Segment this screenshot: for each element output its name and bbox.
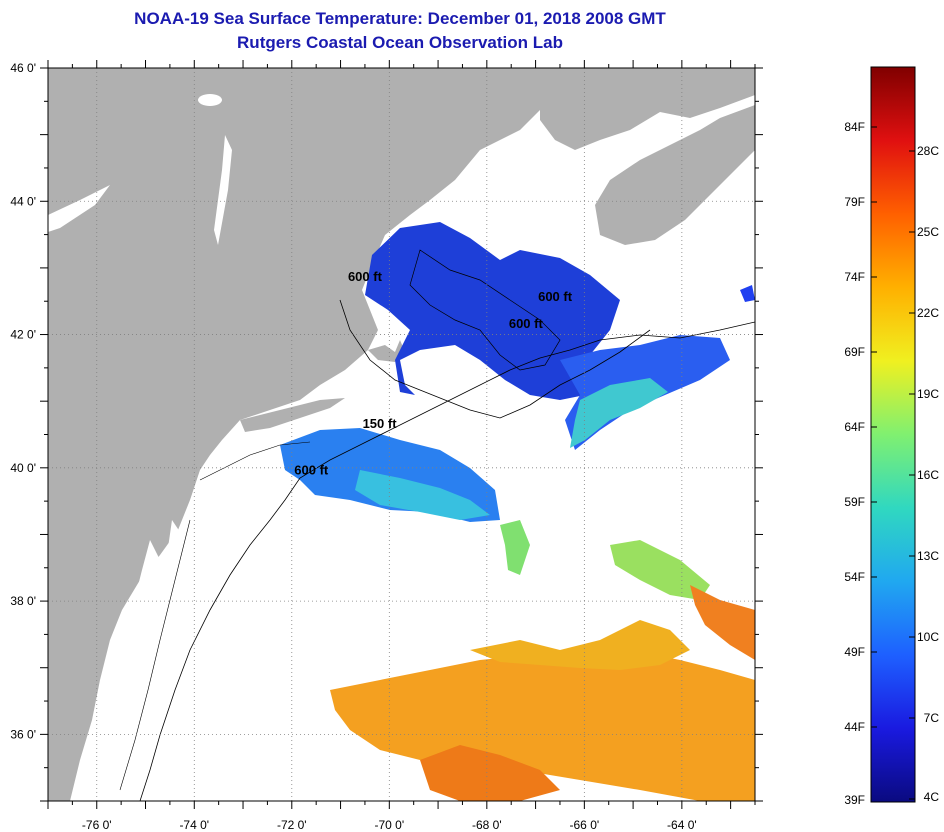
contour-600ft bbox=[139, 321, 755, 801]
longitude-label: -72 0' bbox=[277, 818, 307, 832]
land-mainland bbox=[48, 68, 540, 801]
colorbar bbox=[870, 66, 916, 803]
delaware-bay bbox=[168, 520, 182, 555]
longitude-labels: -76 0' -74 0' -72 0' -70 0' -68 0' -66 0' -64 … bbox=[82, 818, 697, 832]
colorbar-f-label: 69F bbox=[844, 345, 865, 359]
contour-150ft bbox=[339, 299, 651, 419]
colorbar-f-label: 54F bbox=[844, 570, 865, 584]
sst-east-orange bbox=[690, 585, 755, 660]
latitude-label: 36 0' bbox=[10, 727, 36, 741]
colorbar-f-label: 39F bbox=[844, 793, 865, 807]
latitude-label: 40 0' bbox=[10, 461, 36, 475]
land-nova-scotia bbox=[595, 105, 755, 245]
contour-inner-shelf bbox=[119, 441, 311, 791]
longitude-label: -68 0' bbox=[472, 818, 502, 832]
contour-gulf bbox=[409, 249, 561, 371]
colorbar-c-label: 4C bbox=[924, 790, 940, 804]
sst-far-east-blue bbox=[740, 285, 755, 302]
axis-ticks bbox=[40, 60, 763, 809]
contour-label: 600 ft bbox=[538, 289, 573, 304]
sst-south-orange bbox=[420, 745, 560, 801]
contour-label: 600 ft bbox=[348, 269, 383, 284]
colorbar-c-label: 16C bbox=[917, 468, 939, 482]
colorbar-f-label: 49F bbox=[844, 645, 865, 659]
map-title: NOAA-19 Sea Surface Temperature: Decembe… bbox=[134, 9, 666, 28]
sst-south-mid bbox=[470, 620, 690, 670]
longitude-label: -74 0' bbox=[179, 818, 209, 832]
longitude-label: -66 0' bbox=[570, 818, 600, 832]
latitude-label: 42 0' bbox=[10, 328, 36, 342]
colorbar-c-label: 13C bbox=[917, 549, 939, 563]
longitude-label: -64 0' bbox=[667, 818, 697, 832]
colorbar-f-label: 74F bbox=[844, 270, 865, 284]
longitude-label: -70 0' bbox=[374, 818, 404, 832]
colorbar-c-label: 22C bbox=[917, 306, 939, 320]
sst-east-green bbox=[610, 540, 710, 600]
colorbar-fahrenheit-labels: 84F 79F 74F 69F 64F 59F 54F 49F 44F 39F bbox=[844, 120, 865, 807]
colorbar-c-label: 25C bbox=[917, 225, 939, 239]
longitude-label: -76 0' bbox=[82, 818, 112, 832]
colorbar-f-label: 79F bbox=[844, 195, 865, 209]
contour-labels: 600 ft 600 ft 600 ft 150 ft 600 ft bbox=[294, 269, 572, 477]
chesapeake-bay bbox=[110, 540, 160, 720]
sst-gulf-of-maine-cold bbox=[365, 222, 620, 400]
lake-moosehead bbox=[198, 94, 222, 106]
sst-shelf-warm bbox=[355, 470, 490, 520]
colorbar-f-label: 64F bbox=[844, 420, 865, 434]
colorbar-f-label: 59F bbox=[844, 495, 865, 509]
colorbar-c-label: 19C bbox=[917, 387, 939, 401]
map-subtitle: Rutgers Coastal Ocean Observation Lab bbox=[237, 33, 563, 52]
colorbar-c-label: 28C bbox=[917, 144, 939, 158]
sst-georges-warm bbox=[570, 378, 668, 448]
land-long-island bbox=[240, 398, 345, 432]
latitude-label: 38 0' bbox=[10, 594, 36, 608]
contour-label: 600 ft bbox=[294, 462, 329, 477]
sst-slope-green bbox=[500, 520, 530, 575]
colorbar-ticks bbox=[871, 126, 915, 803]
colorbar-f-label: 44F bbox=[844, 720, 865, 734]
land-maritimes-north bbox=[540, 68, 755, 150]
contour-label: 600 ft bbox=[509, 316, 544, 331]
lake-champlain bbox=[214, 135, 232, 245]
map-layers bbox=[48, 68, 755, 801]
latitude-label: 44 0' bbox=[10, 194, 36, 208]
sst-south-warm bbox=[330, 650, 755, 801]
latitude-label: 46 0' bbox=[10, 61, 36, 75]
latitude-labels: 46 0' 44 0' 42 0' 40 0' 38 0' 36 0' bbox=[10, 61, 36, 741]
contour-label: 150 ft bbox=[363, 416, 398, 431]
colorbar-c-label: 10C bbox=[917, 630, 939, 644]
lake-ontario bbox=[48, 185, 110, 232]
colorbar-c-label: 7C bbox=[924, 711, 940, 725]
colorbar-f-label: 84F bbox=[844, 120, 865, 134]
land-cape-cod bbox=[368, 340, 405, 362]
colorbar-celsius-labels: 28C 25C 22C 19C 16C 13C 10C 7C 4C bbox=[917, 144, 939, 804]
